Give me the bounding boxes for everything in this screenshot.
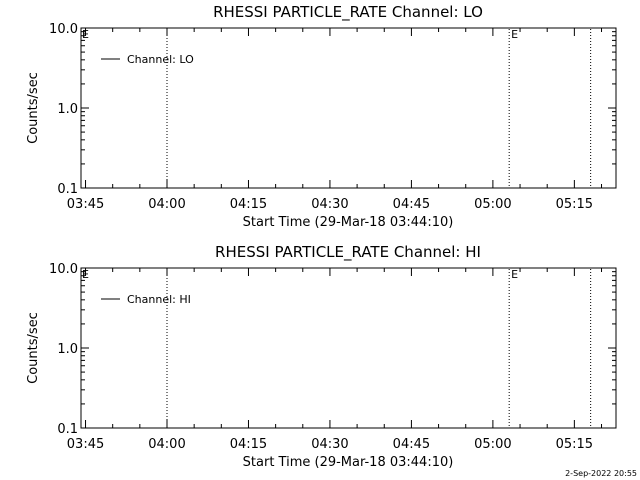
panel-lo-legend: Channel: LO <box>101 53 194 66</box>
panel-hi-xtick-label: 04:00 <box>148 437 185 452</box>
panel-lo-marker-label: E <box>511 28 518 41</box>
panel-lo-title: RHESSI PARTICLE_RATE Channel: LO <box>213 3 483 22</box>
panel-lo-xlabel: Start Time (29-Mar-18 03:44:10) <box>243 215 454 230</box>
panel-hi-legend-label: Channel: HI <box>127 293 191 306</box>
panel-lo-xtick-label: 03:45 <box>67 197 104 212</box>
panel-lo-start-flag: E <box>82 28 89 41</box>
panel-lo-xtick-label: 04:45 <box>393 197 430 212</box>
panel-hi-ylabel: Counts/sec <box>26 312 41 384</box>
panel-hi-xtick-label: 04:45 <box>393 437 430 452</box>
panel-lo-xtick-label: 04:30 <box>311 197 348 212</box>
panel-lo: RHESSI PARTICLE_RATE Channel: LO Counts/… <box>26 3 617 230</box>
footer-timestamp: 2-Sep-2022 20:55 <box>565 469 637 478</box>
panel-hi-marker-label: E <box>511 268 518 281</box>
panel-lo-xtick-label: 05:00 <box>474 197 511 212</box>
panel-hi-xtick-label: 04:30 <box>311 437 348 452</box>
panel-lo-xtick-label: 04:15 <box>230 197 267 212</box>
panel-hi-ytick-label: 10.0 <box>49 262 78 277</box>
panel-hi-ytick-label: 1.0 <box>57 342 78 357</box>
panel-hi-xlabel: Start Time (29-Mar-18 03:44:10) <box>243 455 454 470</box>
panel-lo-xtick-label: 04:00 <box>148 197 185 212</box>
panel-hi-title: RHESSI PARTICLE_RATE Channel: HI <box>215 243 481 262</box>
panel-lo-xtick-label: 05:15 <box>556 197 593 212</box>
panel-hi-ytick-label: 0.1 <box>57 422 78 437</box>
panel-hi-xtick-label: 05:00 <box>474 437 511 452</box>
panel-lo-ytick-label: 0.1 <box>57 182 78 197</box>
panel-hi: RHESSI PARTICLE_RATE Channel: HI Counts/… <box>26 243 617 470</box>
panel-hi-legend: Channel: HI <box>101 293 191 306</box>
panel-lo-ytick-label: 10.0 <box>49 22 78 37</box>
panel-lo-ytick-label: 1.0 <box>57 102 78 117</box>
panel-lo-legend-label: Channel: LO <box>127 53 194 66</box>
panel-hi-xtick-label: 03:45 <box>67 437 104 452</box>
panel-hi-start-flag: E <box>82 268 89 281</box>
panel-hi-xtick-label: 04:15 <box>230 437 267 452</box>
panel-lo-ylabel: Counts/sec <box>26 72 41 144</box>
panel-hi-xtick-label: 05:15 <box>556 437 593 452</box>
